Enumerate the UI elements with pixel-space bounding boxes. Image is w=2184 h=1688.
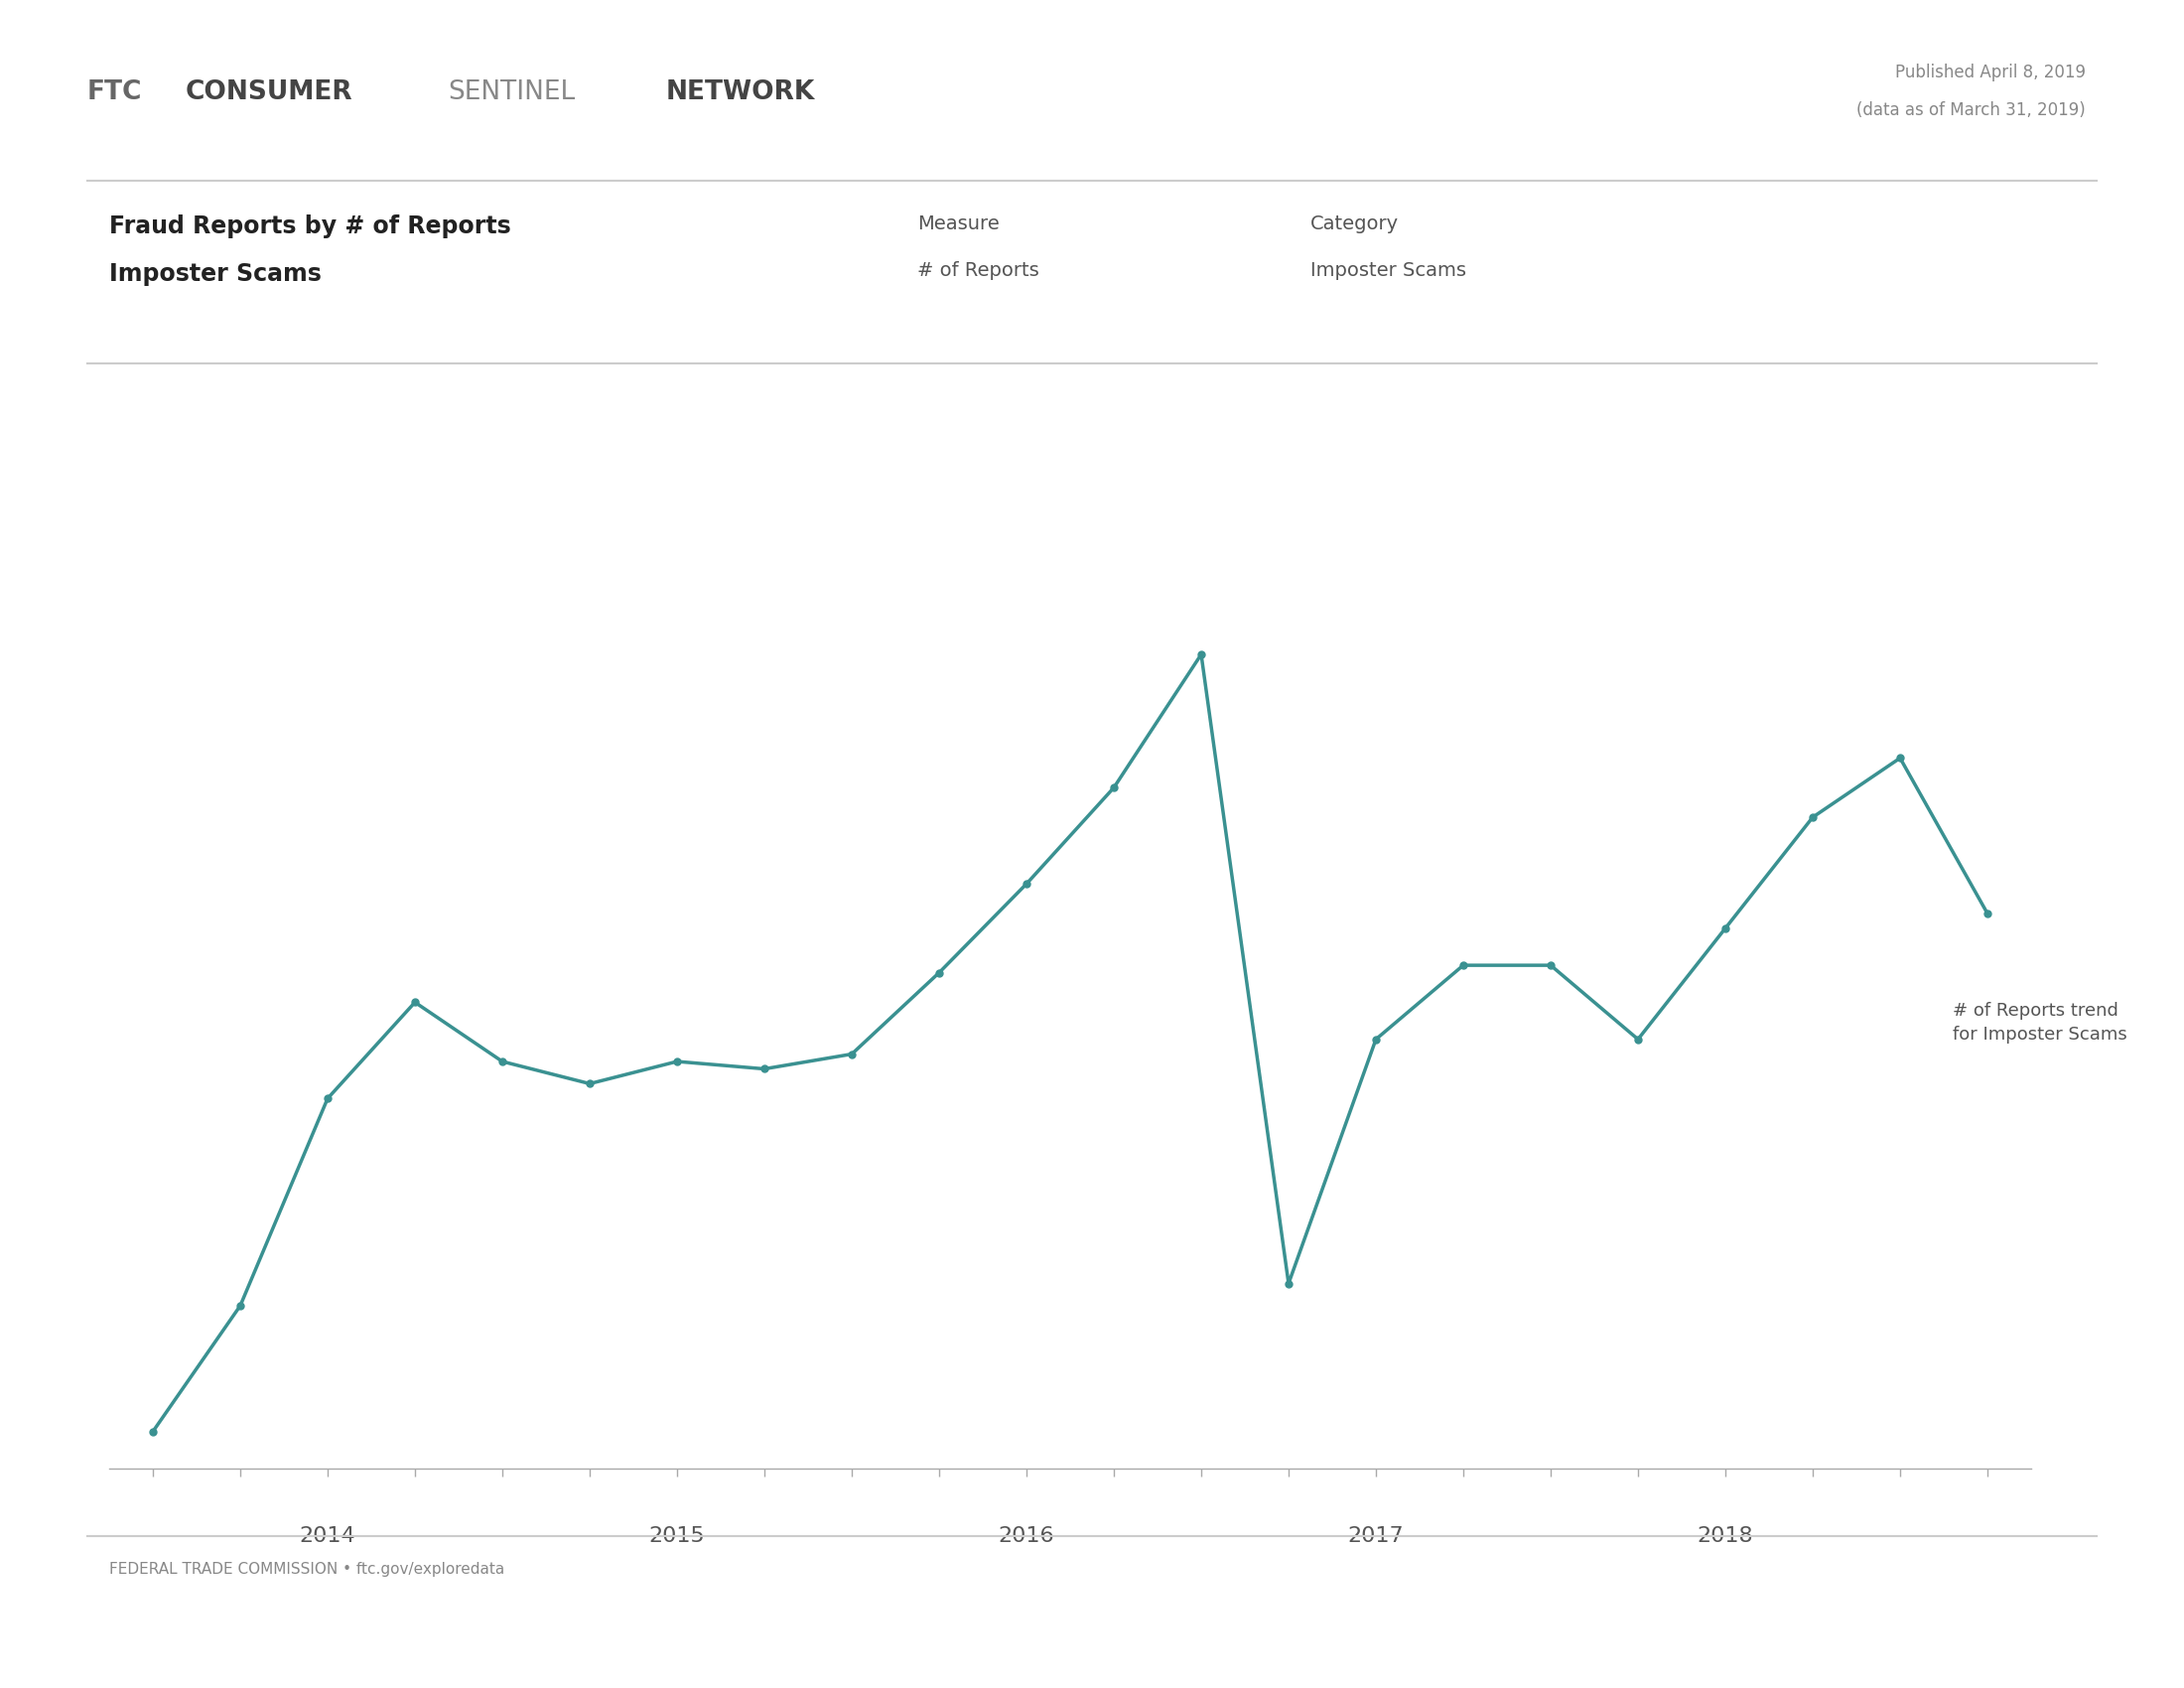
Text: CONSUMER: CONSUMER xyxy=(186,79,354,106)
Text: SENTINEL: SENTINEL xyxy=(448,79,574,106)
Text: Imposter Scams: Imposter Scams xyxy=(1310,262,1465,280)
Text: Measure: Measure xyxy=(917,214,1000,233)
Text: 2018: 2018 xyxy=(1697,1526,1754,1546)
Text: 2017: 2017 xyxy=(1348,1526,1404,1546)
Text: FEDERAL TRADE COMMISSION • ftc.gov/exploredata: FEDERAL TRADE COMMISSION • ftc.gov/explo… xyxy=(109,1561,505,1577)
Text: (data as of March 31, 2019): (data as of March 31, 2019) xyxy=(1856,101,2086,118)
Text: NETWORK: NETWORK xyxy=(666,79,815,106)
Text: 2014: 2014 xyxy=(299,1526,356,1546)
Text: Imposter Scams: Imposter Scams xyxy=(109,262,321,285)
Text: # of Reports trend
for Imposter Scams: # of Reports trend for Imposter Scams xyxy=(1952,1003,2127,1043)
Text: 2016: 2016 xyxy=(998,1526,1055,1546)
Text: FTC: FTC xyxy=(87,79,142,106)
Text: # of Reports: # of Reports xyxy=(917,262,1040,280)
Text: Category: Category xyxy=(1310,214,1400,233)
Text: 2015: 2015 xyxy=(649,1526,705,1546)
Text: Published April 8, 2019: Published April 8, 2019 xyxy=(1896,64,2086,81)
Text: Fraud Reports by # of Reports: Fraud Reports by # of Reports xyxy=(109,214,511,238)
